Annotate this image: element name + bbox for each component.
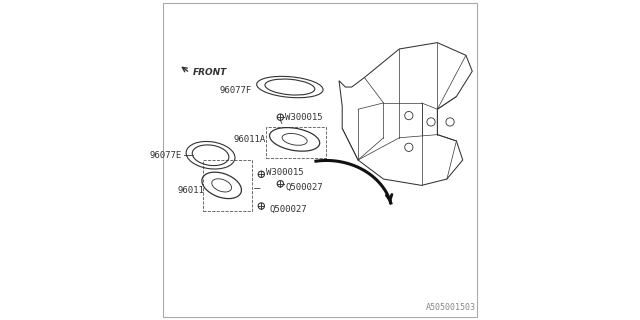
Bar xyxy=(266,127,326,158)
Text: Q500027: Q500027 xyxy=(285,182,323,191)
Text: W300015: W300015 xyxy=(285,113,323,122)
Bar xyxy=(203,160,252,211)
Text: 96077F: 96077F xyxy=(220,86,252,95)
Text: W300015: W300015 xyxy=(266,168,304,177)
Text: 96077E: 96077E xyxy=(150,151,182,160)
Text: A505001503: A505001503 xyxy=(426,303,476,312)
Text: FRONT: FRONT xyxy=(193,68,227,77)
Text: 96011A: 96011A xyxy=(234,135,266,144)
Text: Q500027: Q500027 xyxy=(269,205,307,214)
Text: 96011: 96011 xyxy=(177,186,204,195)
